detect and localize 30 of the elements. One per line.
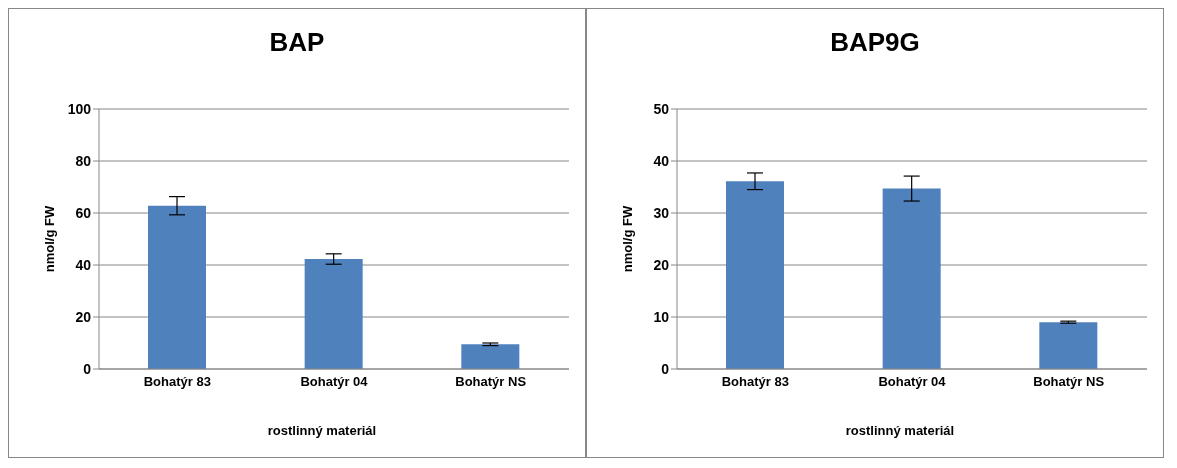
y-tick-label: 100 — [67, 100, 92, 117]
bar — [304, 259, 363, 369]
x-tick-label: Bohatýr 83 — [721, 374, 789, 390]
x-axis-title: rostlinný materiál — [266, 423, 378, 438]
y-tick-label: 20 — [653, 256, 670, 273]
x-axis-title: rostlinný materiál — [844, 423, 956, 438]
y-tick-label: 40 — [653, 152, 670, 169]
bar — [461, 344, 520, 369]
chart-title: BAP9G — [829, 27, 921, 58]
x-tick-label: Bohatýr 83 — [143, 374, 211, 390]
chart-title: BAP — [268, 27, 326, 58]
y-tick-label: 0 — [83, 360, 92, 377]
y-tick-label: 20 — [75, 308, 92, 325]
bar — [1039, 322, 1098, 369]
x-tick-label: Bohatýr 04 — [300, 374, 369, 390]
y-tick-label: 50 — [653, 100, 670, 117]
y-tick-label: 30 — [653, 204, 670, 221]
x-tick-label: Bohatýr NS — [455, 374, 527, 390]
y-tick-label: 60 — [75, 204, 92, 221]
bar — [882, 188, 941, 369]
x-tick-label: Bohatýr 04 — [878, 374, 947, 390]
y-tick-label: 80 — [75, 152, 92, 169]
y-tick-label: 40 — [75, 256, 92, 273]
x-tick-label: Bohatýr NS — [1033, 374, 1105, 390]
y-axis-title: nmol/g FW — [41, 205, 57, 273]
bar — [148, 205, 206, 369]
y-tick-label: 10 — [653, 308, 670, 325]
bar — [726, 181, 784, 369]
y-axis-title: nmol/g FW — [619, 205, 635, 273]
y-tick-label: 0 — [661, 360, 670, 377]
